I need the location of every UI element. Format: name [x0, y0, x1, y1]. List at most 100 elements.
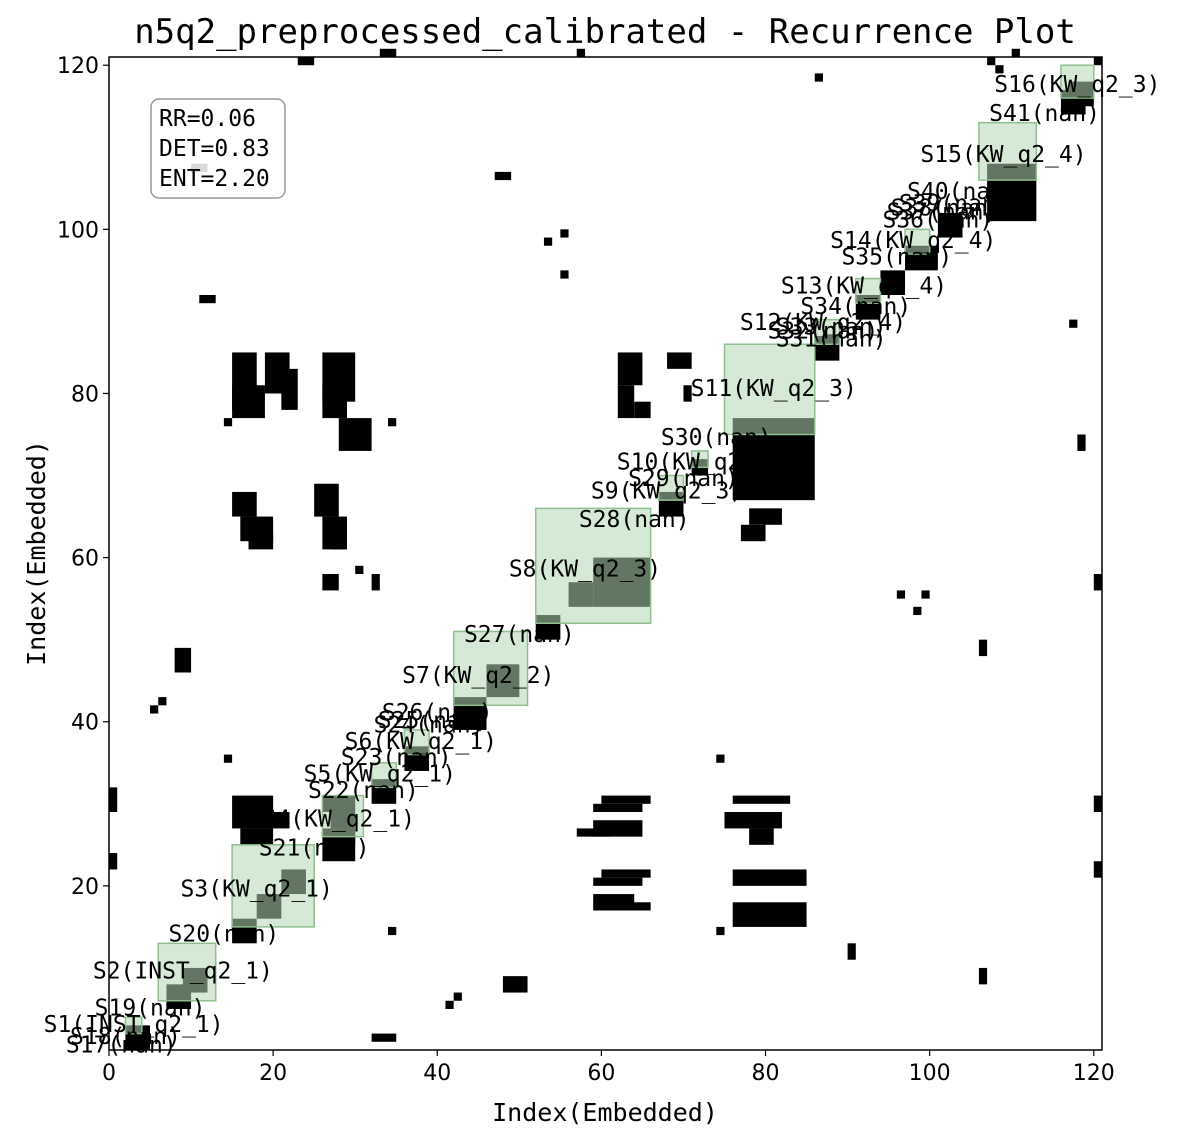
chart-title: n5q2_preprocessed_calibrated - Recurrenc… [134, 12, 1076, 52]
segment-box [1060, 64, 1095, 99]
segment-label: S37(nan) [887, 199, 998, 225]
segment-box [690, 450, 709, 469]
recurrence-block [847, 943, 856, 960]
recurrence-block [716, 926, 725, 936]
recurrence-block [314, 483, 339, 517]
recurrence-block [732, 795, 791, 804]
segment-label: S31(nan) [776, 327, 887, 353]
segment-label: S27(nan) [464, 622, 575, 648]
segment-box [403, 729, 430, 756]
segment-label: S7(KW_q2_2) [402, 663, 554, 689]
segment-label: S22(nan) [308, 778, 419, 804]
segment-label: S21(nan) [259, 835, 370, 861]
segment-label: S41(nan) [989, 101, 1100, 127]
recurrence-block [732, 902, 807, 927]
y-tick-label: 20 [71, 875, 99, 900]
recurrence-block [371, 1033, 397, 1042]
recurrence-block [150, 705, 159, 714]
recurrence-block [814, 73, 823, 82]
stat-det: DET=0.83 [159, 136, 270, 162]
recurrence-block [740, 524, 766, 542]
recurrence-block [371, 574, 380, 591]
recurrence-block [223, 418, 233, 427]
recurrence-block [223, 754, 233, 763]
recurrence-block [1093, 795, 1102, 813]
plot-area: S1(INST_q2_1) S2(INST_q2_1) S3(KW_q2_1) S4(… [44, 48, 1161, 1058]
y-tick-label: 120 [57, 54, 99, 79]
segment-label: S8(KW_q2_3) [509, 556, 661, 582]
recurrence-block [232, 812, 290, 829]
recurrence-block [634, 401, 651, 419]
segment-label: S36(nan) [882, 208, 993, 234]
y-axis-label: Index(Embedded) [22, 440, 51, 666]
recurrence-block [330, 532, 347, 550]
recurrence-block [1011, 48, 1020, 57]
x-tick-label: 0 [102, 1061, 116, 1086]
recurrence-block [716, 754, 725, 763]
stat-rr: RR=0.06 [159, 106, 256, 132]
recurrence-block [240, 828, 274, 845]
recurrence-block [995, 65, 1004, 74]
recurrence-block [987, 57, 996, 66]
stats-box-frame [150, 98, 286, 199]
recurrence-block [896, 590, 906, 599]
segment-label: S23(nan) [341, 745, 452, 771]
segment-label: S35(nan) [841, 245, 952, 271]
recurrence-block [1077, 434, 1086, 451]
y-tick-label: 60 [71, 547, 99, 572]
recurrence-block [1093, 861, 1102, 878]
segment-label: S12(KW_q2_4) [740, 310, 906, 336]
segment-box [321, 794, 365, 838]
recurrence-block [978, 967, 988, 985]
x-tick-label: 100 [909, 1061, 951, 1086]
recurrence-block [880, 270, 906, 295]
recurrence-block [593, 803, 643, 813]
segment-label: S6(KW_q2_1) [345, 729, 497, 755]
segment-box [855, 277, 882, 304]
segment-label: S10(KW_q2_3) [617, 450, 783, 476]
recurrence-block [1093, 57, 1102, 66]
x-tick-label: 60 [587, 1061, 615, 1086]
segment-label: S11(KW_q2_3) [691, 376, 857, 402]
recurrence-block [560, 229, 569, 238]
segment-label: S20(nan) [169, 922, 280, 948]
recurrence-block [601, 869, 651, 878]
segment-label: S38(nan) [891, 195, 1002, 221]
recurrence-block [913, 606, 922, 616]
segment-label: S28(nan) [579, 507, 690, 533]
plot-frame [108, 56, 1103, 1051]
segment-box [723, 343, 816, 436]
recurrence-block [749, 828, 774, 845]
recurrence-block [617, 352, 643, 386]
recurrence-block [601, 902, 651, 911]
segment-box [370, 762, 397, 789]
segment-label: S24(nan) [374, 712, 485, 738]
recurrence-block [617, 385, 635, 419]
recurrence-block [232, 385, 265, 419]
segment-labels: S1(INST_q2_1) S2(INST_q2_1) S3(KW_q2_1) S4(… [44, 72, 1161, 1058]
recurrence-block [388, 926, 397, 936]
segment-box [658, 474, 685, 501]
segment-label: S39(nan) [899, 191, 1010, 217]
recurrence-block [232, 795, 274, 813]
y-axis-ticks: 20 40 60 80 100 120 [57, 54, 109, 900]
recurrence-block [502, 976, 528, 993]
recurrence-block [667, 352, 692, 369]
recurrence-block [724, 812, 782, 829]
segment-label: S26(nan) [382, 700, 493, 726]
recurrence-block [379, 48, 397, 57]
segment-label: S17(nan) [66, 1032, 177, 1058]
segment-box [231, 844, 315, 928]
recurrence-block [593, 877, 643, 886]
segment-label: S33(nan) [776, 314, 887, 340]
x-tick-label: 80 [752, 1061, 780, 1086]
recurrence-block [1093, 574, 1102, 591]
recurrence-block [445, 1000, 454, 1009]
segment-label: S3(KW_q2_1) [181, 876, 333, 902]
recurrence-block [601, 795, 651, 804]
recurrence-block [322, 574, 339, 591]
segment-label: S16(KW_q2_3) [994, 72, 1160, 98]
recurrence-block [338, 418, 372, 451]
stat-ent: ENT=2.20 [159, 166, 270, 192]
y-tick-label: 40 [71, 711, 99, 736]
